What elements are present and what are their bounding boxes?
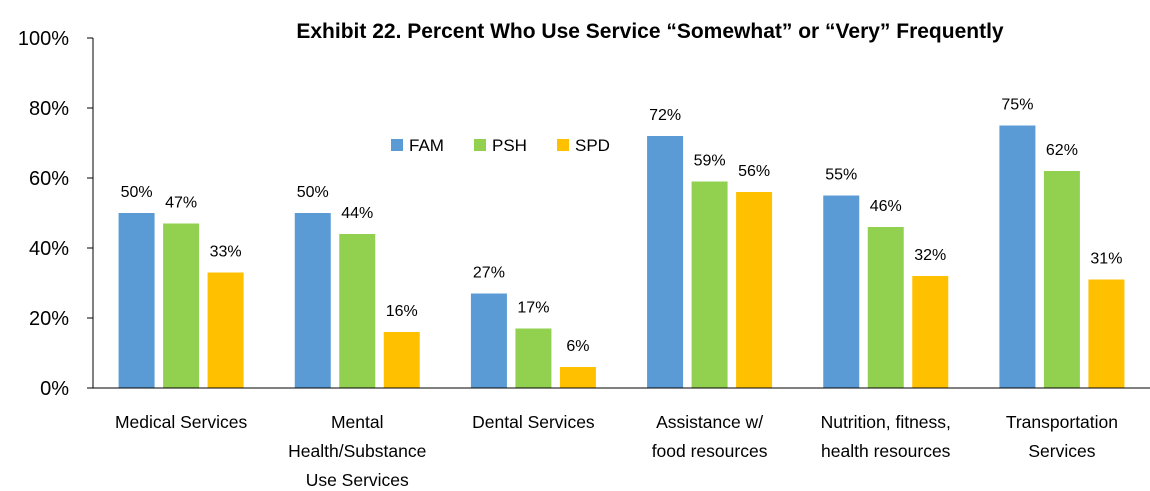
bar-psh	[691, 181, 728, 388]
bar-fam	[647, 136, 684, 388]
legend: FAM PSH SPD	[391, 136, 610, 155]
x-category-label: food resources	[652, 441, 768, 461]
data-label: 16%	[386, 303, 418, 320]
bar-spd	[383, 332, 420, 388]
data-label: 50%	[297, 184, 329, 201]
bar-spd	[912, 276, 949, 388]
bar-fam	[294, 213, 331, 388]
bar-fam	[823, 195, 860, 388]
data-label: 75%	[1001, 97, 1033, 114]
legend-swatch-fam	[391, 139, 403, 151]
bar-psh	[339, 234, 376, 388]
data-label: 50%	[121, 184, 153, 201]
x-category-label: health resources	[821, 441, 951, 461]
data-label: 55%	[825, 167, 857, 184]
data-label: 32%	[914, 247, 946, 264]
y-tick-label: 20%	[29, 308, 69, 330]
bars	[118, 125, 1125, 388]
legend-swatch-spd	[557, 139, 569, 151]
data-label: 27%	[473, 265, 505, 282]
bar-fam	[118, 213, 155, 388]
data-label: 46%	[870, 198, 902, 215]
data-label: 44%	[341, 205, 373, 222]
x-category-label: Medical Services	[115, 412, 248, 432]
bar-psh	[515, 328, 552, 388]
y-tick-label: 100%	[18, 28, 69, 50]
legend-label-psh: PSH	[492, 136, 527, 155]
bar-spd	[736, 192, 773, 388]
legend-label-fam: FAM	[409, 136, 444, 155]
y-tick-label: 0%	[40, 378, 69, 400]
bar-psh	[867, 227, 904, 388]
x-axis: Medical Services Mental Health/Substance Us…	[93, 387, 1150, 490]
x-category-label: Dental Services	[472, 412, 595, 432]
x-category-label: Services	[1028, 441, 1095, 461]
data-labels: 50% 47% 33% 50% 44% 16% 27% 17% 6% 72% 59% 56% 55% 46…	[121, 97, 1123, 356]
chart-title: Exhibit 22. Percent Who Use Service “Som…	[296, 20, 1004, 43]
x-category-label: Assistance w/	[656, 412, 763, 432]
x-category-label: Transportation	[1006, 412, 1118, 432]
data-label: 6%	[566, 338, 589, 355]
data-label: 72%	[649, 107, 681, 124]
bar-fam	[470, 293, 507, 388]
data-label: 59%	[694, 153, 726, 170]
bar-spd	[207, 272, 244, 388]
bar-psh	[163, 223, 200, 388]
data-label: 33%	[210, 244, 242, 261]
y-tick-label: 40%	[29, 238, 69, 260]
bar-spd	[559, 367, 596, 388]
bar-fam	[999, 125, 1036, 388]
x-category-label: Mental	[331, 412, 384, 432]
legend-swatch-psh	[474, 139, 486, 151]
data-label: 47%	[165, 195, 197, 212]
bar-spd	[1088, 279, 1125, 388]
data-label: 31%	[1090, 251, 1122, 268]
y-axis: 0% 20% 40% 60% 80% 100%	[18, 28, 94, 400]
bar-psh	[1043, 171, 1080, 388]
data-label: 17%	[517, 300, 549, 317]
data-label: 56%	[738, 163, 770, 180]
y-tick-label: 60%	[29, 168, 69, 190]
legend-label-spd: SPD	[575, 136, 610, 155]
x-category-label: Health/Substance	[288, 441, 426, 461]
x-category-label: Use Services	[306, 470, 409, 490]
y-tick-label: 80%	[29, 98, 69, 120]
x-category-label: Nutrition, fitness,	[821, 412, 951, 432]
data-label: 62%	[1046, 142, 1078, 159]
